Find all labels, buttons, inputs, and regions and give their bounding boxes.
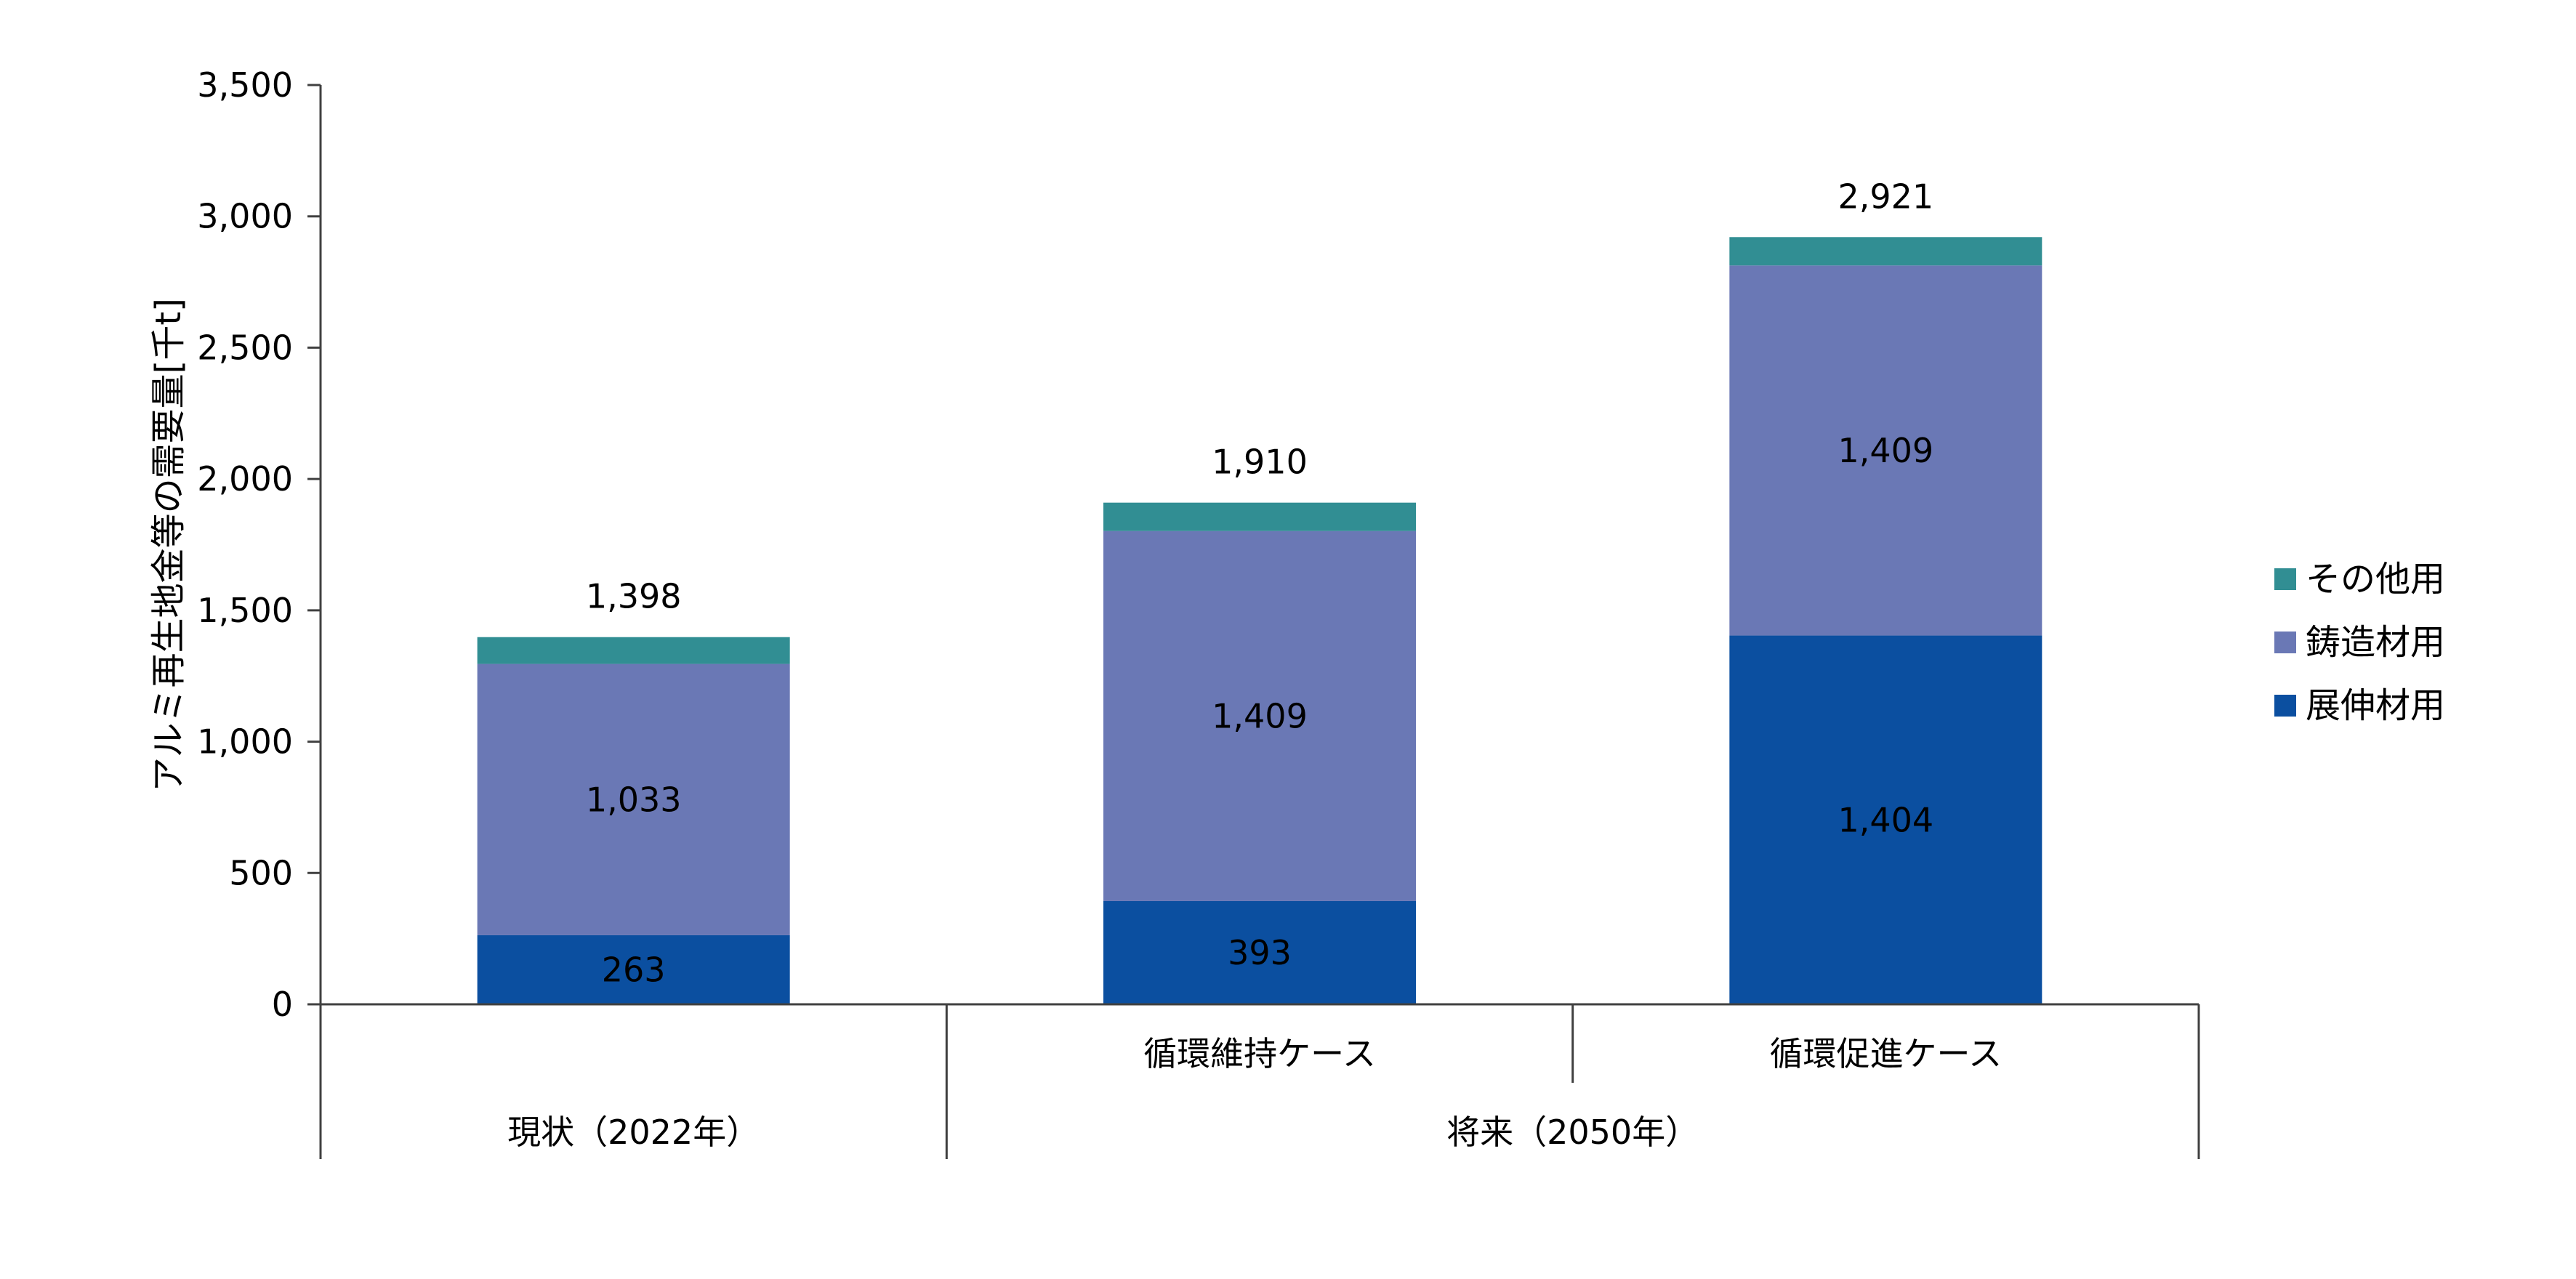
y-axis-ticks: 0 500 1,000 1,500 2,000 2,500 3,000 3,500 bbox=[197, 65, 321, 1024]
data-label: 1,409 bbox=[1838, 431, 1933, 470]
bars: 263 1,033 1,398 393 1,409 1,910 1,404 1,409 2,92… bbox=[477, 177, 2042, 1004]
data-label: 1,409 bbox=[1212, 696, 1308, 735]
bar-segment bbox=[1729, 635, 2042, 1004]
axes bbox=[319, 85, 2200, 1159]
y-tick-label: 1,500 bbox=[197, 591, 293, 630]
bar-segment bbox=[1103, 900, 1416, 1004]
y-tick-label: 2,500 bbox=[197, 328, 293, 367]
group-label: 将来（2050年） bbox=[1446, 1113, 1699, 1152]
y-tick-label: 500 bbox=[229, 853, 293, 892]
y-tick-label: 0 bbox=[272, 985, 293, 1024]
bar-segment bbox=[1729, 265, 2042, 636]
data-label: 1,033 bbox=[586, 780, 682, 819]
group-label: 現状（2022年） bbox=[507, 1113, 760, 1152]
data-label: 393 bbox=[1228, 933, 1292, 972]
y-tick-label: 3,000 bbox=[197, 197, 293, 236]
y-tick-label: 2,000 bbox=[197, 459, 293, 499]
y-axis-title: アルミ再生地金等の需要量[千t] bbox=[148, 298, 189, 792]
legend-label: 展伸材用 bbox=[2306, 685, 2445, 726]
bar-segment bbox=[1103, 530, 1416, 901]
bar-segment bbox=[477, 663, 790, 935]
legend-swatch bbox=[2274, 632, 2296, 653]
data-label: 1,404 bbox=[1838, 800, 1933, 839]
bar-segment bbox=[477, 637, 790, 664]
category-label: 循環促進ケース bbox=[1769, 1034, 2002, 1073]
bar-segment bbox=[477, 935, 790, 1004]
bar-segment bbox=[1729, 237, 2042, 266]
data-label: 263 bbox=[602, 950, 666, 989]
total-label: 2,921 bbox=[1838, 177, 1933, 216]
total-label: 1,398 bbox=[586, 577, 682, 616]
legend-swatch bbox=[2274, 568, 2296, 590]
y-tick-label: 1,000 bbox=[197, 722, 293, 762]
y-tick-label: 3,500 bbox=[197, 65, 293, 105]
bar-segment bbox=[1103, 502, 1416, 531]
legend-label: 鋳造材用 bbox=[2306, 622, 2445, 663]
category-label: 循環維持ケース bbox=[1143, 1034, 1376, 1073]
total-label: 1,910 bbox=[1212, 443, 1308, 482]
legend-swatch bbox=[2274, 695, 2296, 717]
legend-label: その他用 bbox=[2306, 559, 2445, 600]
